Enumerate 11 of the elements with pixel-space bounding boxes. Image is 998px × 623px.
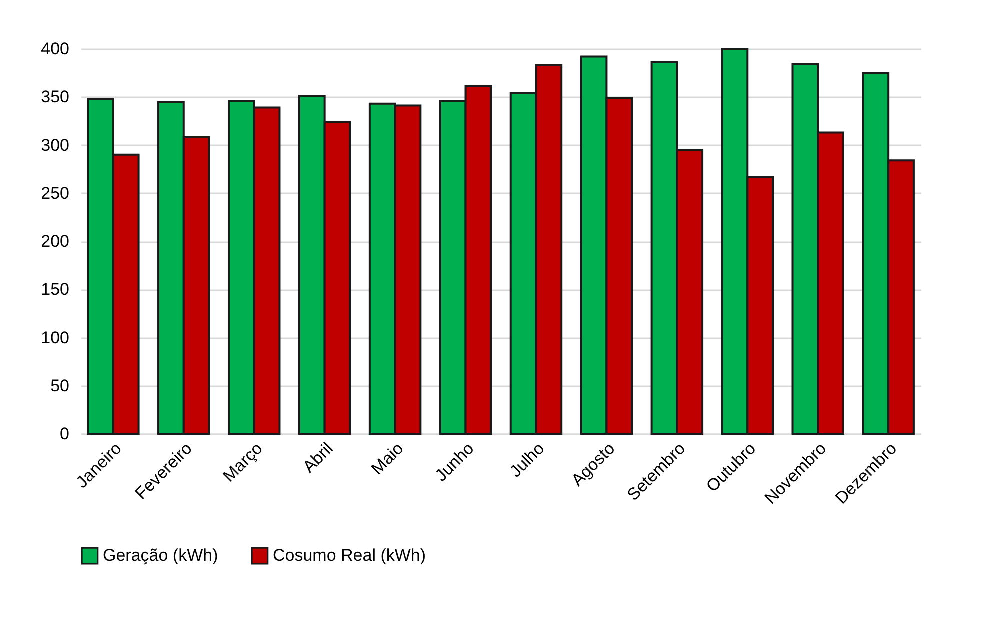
y-tick-label: 400 xyxy=(41,40,70,58)
y-tick-label: 50 xyxy=(50,376,70,396)
y-tick-label: 150 xyxy=(41,280,70,300)
y-tick-label: 100 xyxy=(41,328,70,348)
y-tick-label: 0 xyxy=(60,424,70,444)
y-tick-label: 250 xyxy=(41,184,70,203)
legend-label: Geração (kWh) xyxy=(103,546,218,566)
y-tick-label: 200 xyxy=(41,232,70,251)
y-tick-label: 300 xyxy=(41,136,70,155)
legend-label: Cosumo Real (kWh) xyxy=(273,546,426,566)
y-tick-label: 350 xyxy=(41,88,70,107)
